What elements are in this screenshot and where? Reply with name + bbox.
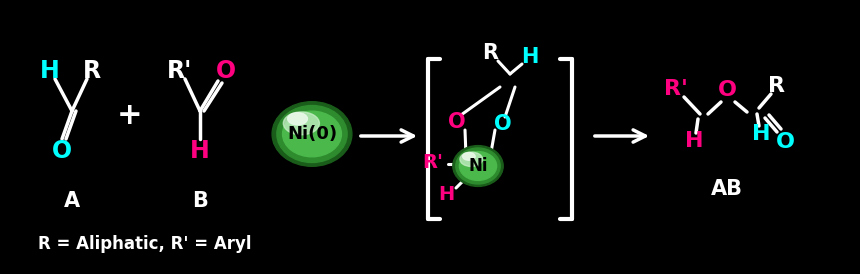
- Text: H: H: [438, 184, 454, 204]
- Text: R': R': [168, 59, 193, 83]
- Ellipse shape: [463, 153, 475, 160]
- Text: O: O: [494, 114, 512, 134]
- Text: O: O: [448, 112, 466, 132]
- Text: R: R: [83, 59, 101, 83]
- Ellipse shape: [272, 102, 352, 166]
- Text: O: O: [776, 132, 795, 152]
- Text: H: H: [521, 47, 538, 67]
- Text: R: R: [482, 43, 498, 63]
- Text: H: H: [752, 124, 771, 144]
- Ellipse shape: [283, 111, 341, 157]
- Text: B: B: [192, 191, 208, 211]
- Text: R': R': [422, 153, 444, 172]
- Text: +: +: [117, 101, 143, 130]
- Ellipse shape: [277, 105, 347, 162]
- Text: R: R: [769, 76, 785, 96]
- FancyArrowPatch shape: [595, 130, 645, 142]
- Text: O: O: [52, 139, 72, 163]
- Text: H: H: [685, 131, 703, 151]
- Ellipse shape: [456, 148, 501, 184]
- Ellipse shape: [460, 152, 482, 167]
- Ellipse shape: [459, 152, 496, 180]
- Text: O: O: [717, 80, 736, 100]
- Text: AB: AB: [711, 179, 743, 199]
- Text: R': R': [664, 79, 688, 99]
- Text: O: O: [216, 59, 236, 83]
- Text: H: H: [190, 139, 210, 163]
- Ellipse shape: [288, 113, 307, 125]
- Text: R = Aliphatic, R' = Aryl: R = Aliphatic, R' = Aryl: [38, 235, 252, 253]
- FancyArrowPatch shape: [361, 130, 414, 142]
- Text: Ni: Ni: [468, 157, 488, 175]
- Text: H: H: [40, 59, 60, 83]
- Text: A: A: [64, 191, 80, 211]
- Text: Ni(0): Ni(0): [287, 125, 337, 143]
- Ellipse shape: [283, 112, 319, 135]
- Ellipse shape: [453, 145, 503, 186]
